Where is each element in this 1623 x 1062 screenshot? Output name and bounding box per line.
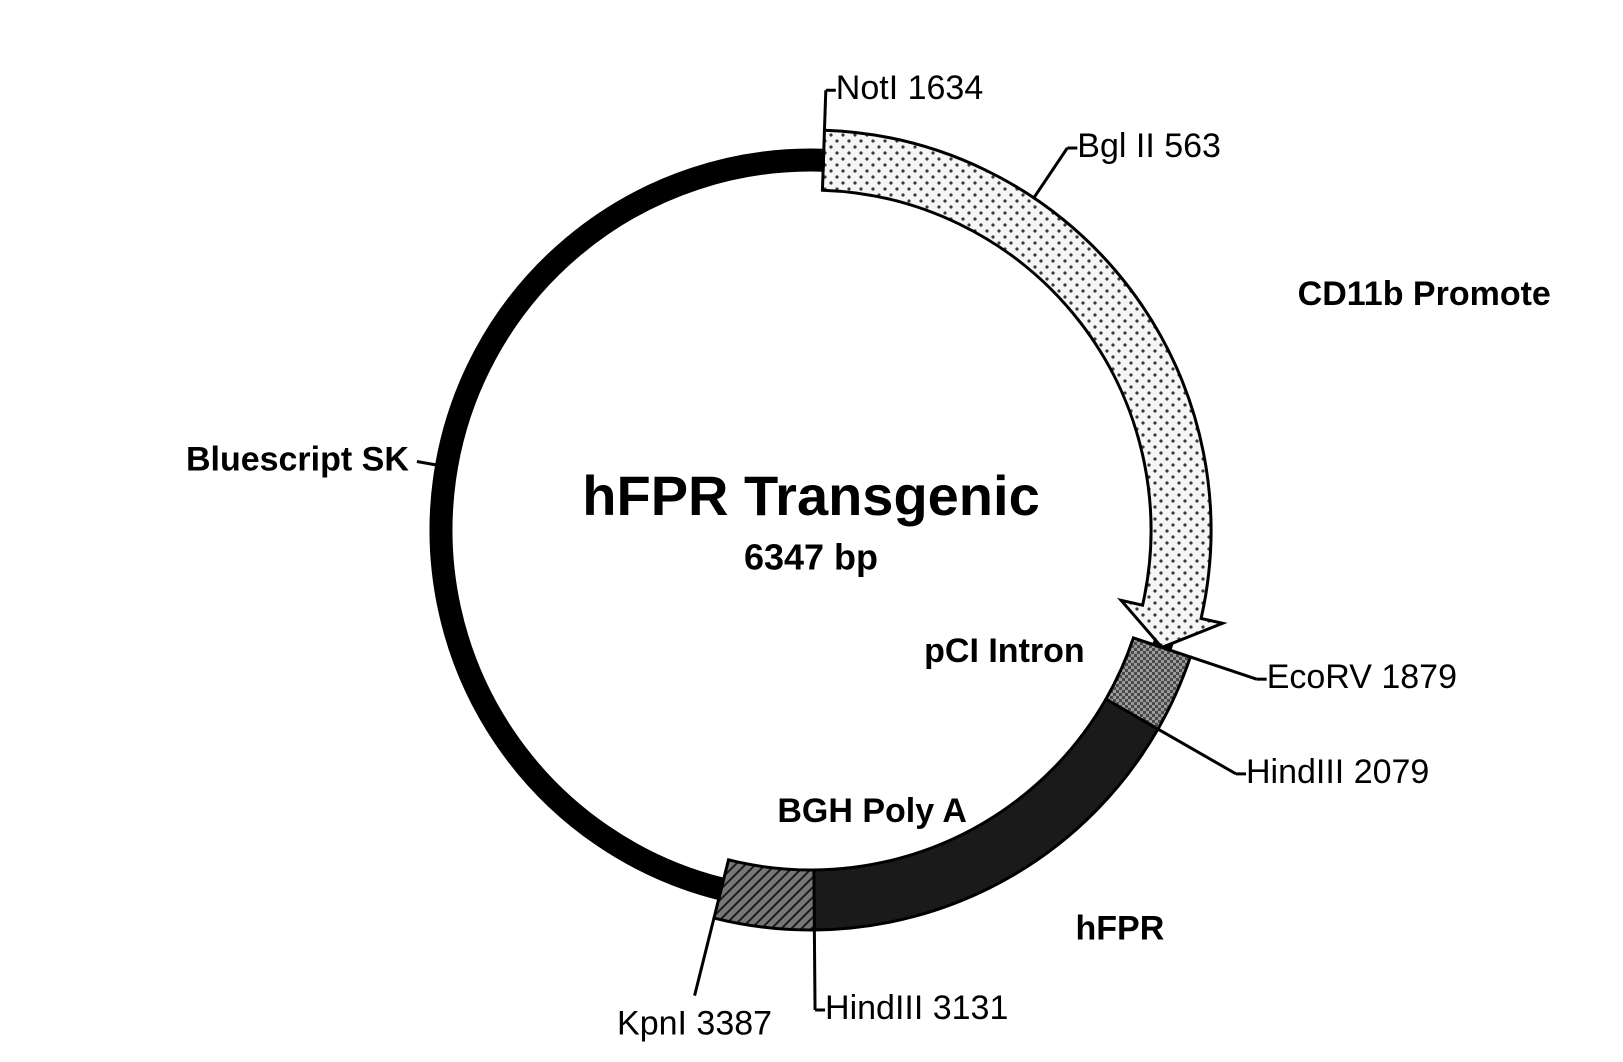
site-label: EcoRV 1879 [1267, 658, 1457, 696]
site-label: HindIII 2079 [1246, 753, 1429, 791]
plasmid-svg: CD11b Promote pCI Intron hFPR BGH Poly A Blu… [0, 0, 1623, 1062]
feature-leader [417, 462, 437, 465]
site-label: HindIII 3131 [825, 989, 1008, 1027]
feature-label: hFPR [1075, 910, 1164, 948]
feature-label: BGH Poly A [777, 792, 967, 830]
site-tick [1190, 657, 1256, 679]
feature-cd11b-promoter [822, 130, 1222, 647]
site-tick [824, 90, 825, 130]
feature-label: CD11b Promote [1298, 275, 1551, 313]
site-tick [1158, 729, 1236, 774]
site-tick [1034, 148, 1067, 198]
feature-label: pCI Intron [924, 632, 1085, 670]
site-tick [814, 930, 815, 1010]
plasmid-map: CD11b Promote pCI Intron hFPR BGH Poly A Blu… [0, 0, 1623, 1062]
site-label: Bgl II 563 [1077, 127, 1221, 165]
site-label: KpnI 3387 [617, 1005, 772, 1043]
plasmid-title: hFPR Transgenic [582, 464, 1039, 527]
feature-bgh-poly-a [714, 860, 814, 930]
site-tick [695, 918, 714, 996]
site-label: NotI 1634 [836, 69, 983, 107]
plasmid-size: 6347 bp [744, 537, 878, 578]
feature-label: Bluescript SK [186, 441, 409, 479]
